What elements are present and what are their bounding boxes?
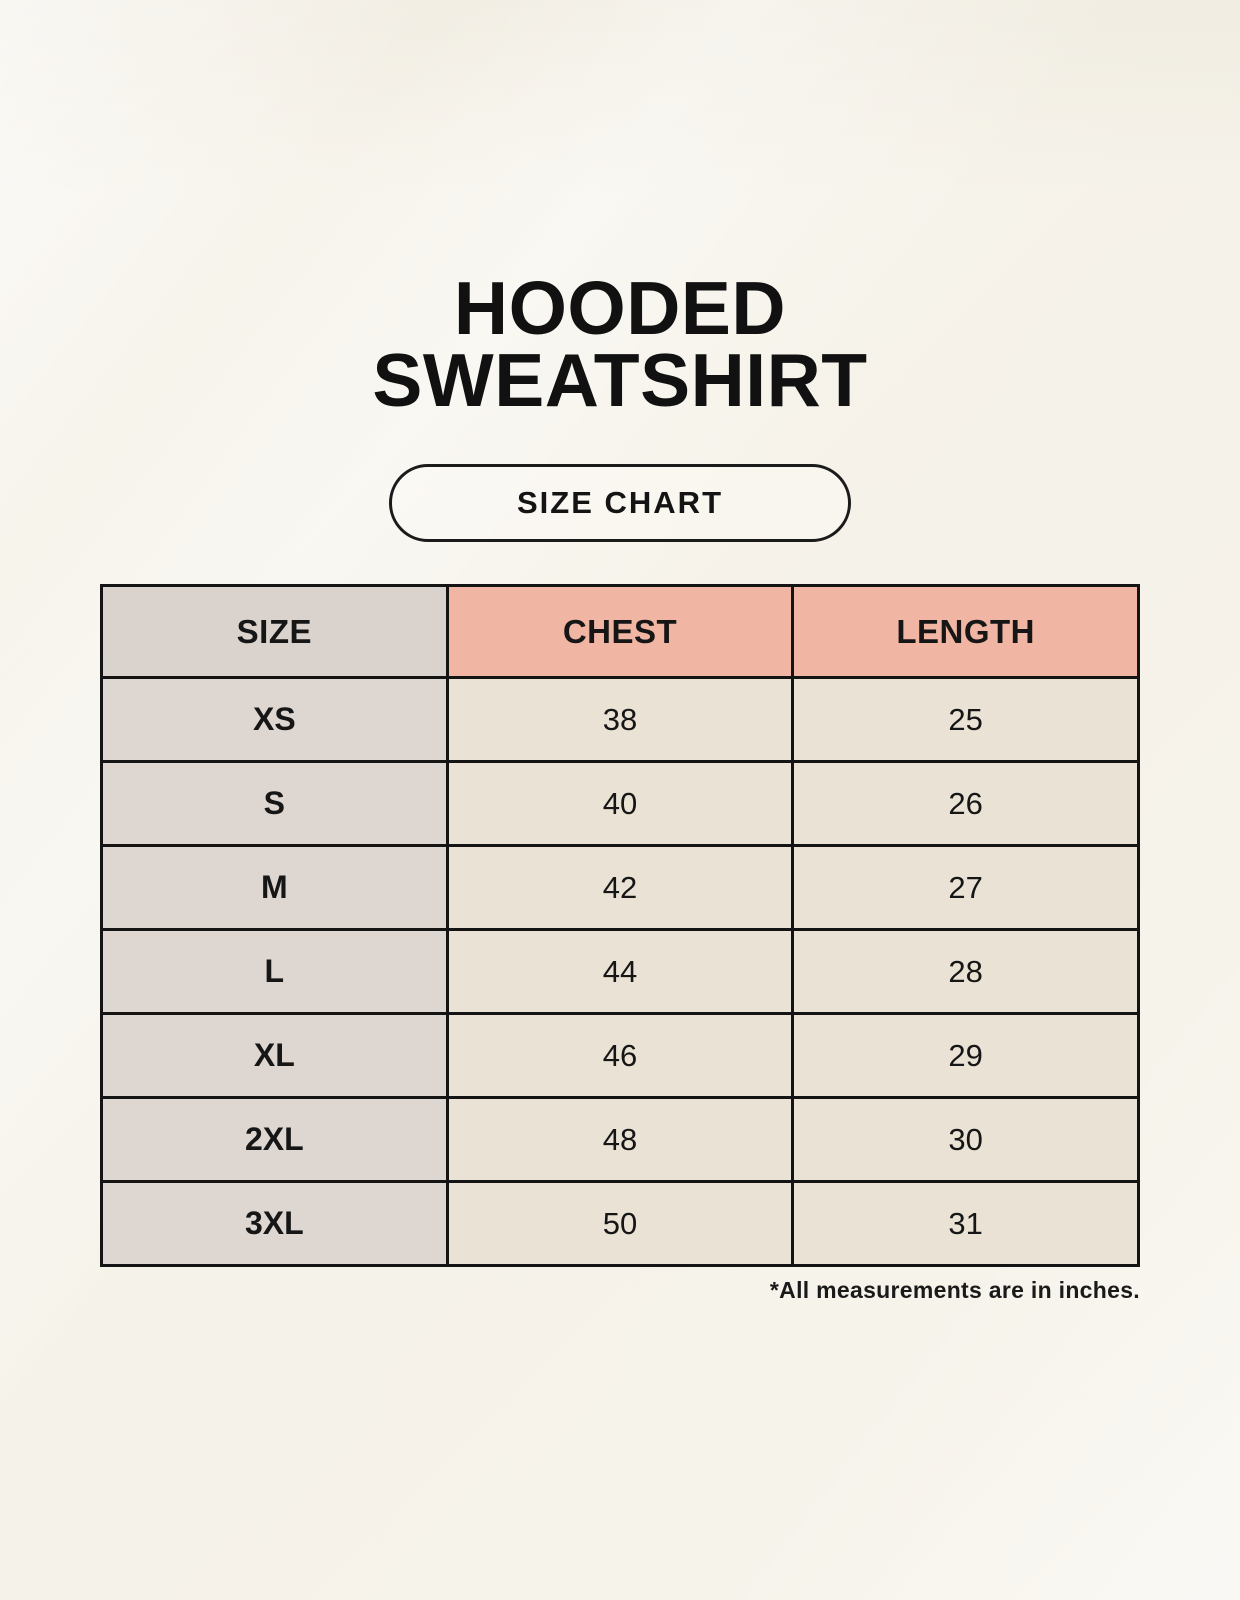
- length-value-cell: 25: [791, 676, 1140, 763]
- size-chart-button[interactable]: SIZE CHART: [389, 464, 851, 542]
- length-value-cell: 26: [791, 760, 1140, 847]
- table-row: XL 46 29: [100, 1012, 1140, 1099]
- column-header-length: LENGTH: [791, 584, 1140, 679]
- size-table-container: SIZE CHEST LENGTH XS 38 25 S 40 26 M 42 27 L 44 28 X…: [100, 584, 1140, 1267]
- size-label-cell: 2XL: [100, 1096, 449, 1183]
- column-header-size: SIZE: [100, 584, 449, 679]
- size-table: SIZE CHEST LENGTH XS 38 25 S 40 26 M 42 27 L 44 28 X…: [100, 584, 1140, 1267]
- chest-value-cell: 48: [445, 1096, 795, 1183]
- table-header-row: SIZE CHEST LENGTH: [100, 584, 1140, 679]
- chest-value-cell: 46: [445, 1012, 795, 1099]
- length-value-cell: 30: [791, 1096, 1140, 1183]
- table-row: 2XL 48 30: [100, 1096, 1140, 1183]
- size-label-cell: L: [100, 928, 449, 1015]
- size-label-cell: XS: [100, 676, 449, 763]
- size-label-cell: XL: [100, 1012, 449, 1099]
- column-header-chest: CHEST: [445, 584, 795, 679]
- chest-value-cell: 50: [445, 1180, 795, 1267]
- size-label-cell: 3XL: [100, 1180, 449, 1267]
- size-table-body: XS 38 25 S 40 26 M 42 27 L 44 28 XL 46 29 2XL 48 30 3XL 50 3…: [100, 676, 1140, 1267]
- chest-value-cell: 44: [445, 928, 795, 1015]
- table-row: M 42 27: [100, 844, 1140, 931]
- chest-value-cell: 42: [445, 844, 795, 931]
- size-label-cell: S: [100, 760, 449, 847]
- table-row: 3XL 50 31: [100, 1180, 1140, 1267]
- length-value-cell: 31: [791, 1180, 1140, 1267]
- length-value-cell: 27: [791, 844, 1140, 931]
- size-label-cell: M: [100, 844, 449, 931]
- chest-value-cell: 38: [445, 676, 795, 763]
- measurements-footnote: *All measurements are in inches.: [769, 1277, 1140, 1303]
- page-title: HOODED SWEATSHIRT: [0, 0, 1240, 418]
- length-value-cell: 28: [791, 928, 1140, 1015]
- title-line-1: HOODED: [453, 266, 787, 350]
- length-value-cell: 29: [791, 1012, 1140, 1099]
- table-row: XS 38 25: [100, 676, 1140, 763]
- title-line-2: SWEATSHIRT: [372, 338, 868, 422]
- table-row: L 44 28: [100, 928, 1140, 1015]
- table-row: S 40 26: [100, 760, 1140, 847]
- chest-value-cell: 40: [445, 760, 795, 847]
